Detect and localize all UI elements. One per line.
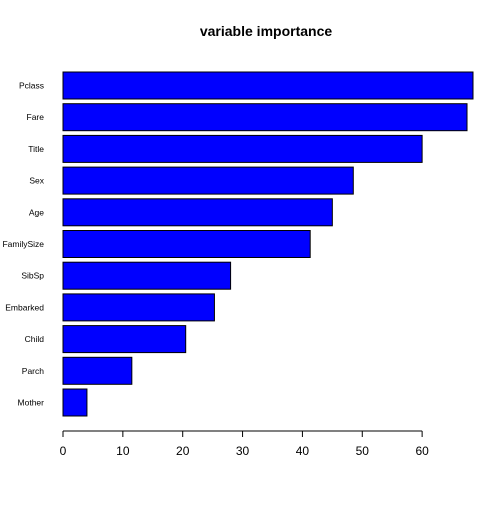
bar-sibsp (62, 261, 232, 290)
category-labels: Pclass Fare Title Sex Age FamilySize SibSp Emba… (2, 81, 44, 408)
x-tick-label-0: 0 (60, 444, 67, 458)
category-label-mother: Mother (18, 398, 45, 408)
bar-child (62, 325, 187, 354)
category-label-age: Age (29, 207, 44, 217)
x-tick-label-20: 20 (176, 444, 190, 458)
x-tick-label-40: 40 (296, 444, 310, 458)
bar-familysize (62, 230, 311, 258)
bar-pclass (62, 71, 474, 100)
bar-embarked (62, 293, 215, 322)
x-tick-label-10: 10 (116, 444, 130, 458)
x-tick-label-50: 50 (356, 444, 370, 458)
bar-parch (62, 356, 133, 385)
bar-title (62, 134, 423, 163)
category-label-child: Child (25, 334, 45, 344)
bar-mother (62, 388, 88, 417)
bars-layer (62, 71, 474, 417)
category-label-sibsp: SibSp (21, 271, 44, 281)
bar-fare (62, 103, 468, 132)
category-label-pclass: Pclass (19, 81, 44, 91)
x-tick-label-30: 30 (236, 444, 250, 458)
bar-sex (62, 166, 354, 195)
category-label-familysize: FamilySize (2, 239, 44, 249)
x-tick-label-60: 60 (415, 444, 429, 458)
category-label-sex: Sex (29, 176, 44, 186)
bar-age (62, 198, 333, 227)
x-axis: 0 10 20 30 40 50 60 (60, 430, 429, 458)
category-label-title: Title (28, 144, 44, 154)
category-label-embarked: Embarked (5, 302, 44, 312)
chart-title: variable importance (200, 23, 332, 39)
category-label-parch: Parch (22, 366, 44, 376)
category-label-fare: Fare (27, 112, 45, 122)
